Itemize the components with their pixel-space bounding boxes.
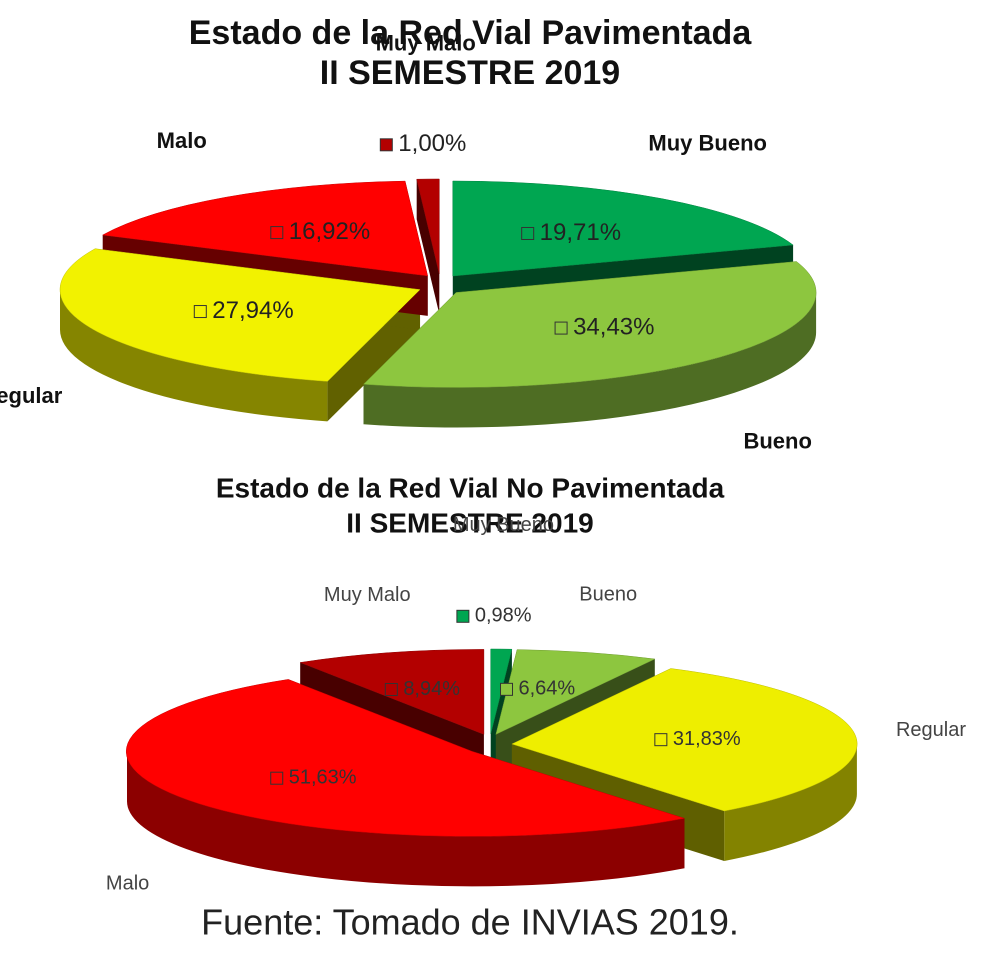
label-key	[270, 226, 284, 240]
chart-subtitle: II SEMESTRE 2019	[320, 54, 620, 92]
label-key	[500, 682, 514, 696]
value-label: 51,63%	[289, 766, 357, 788]
pie-slice	[416, 178, 440, 275]
chart-title: Estado de la Red Vial Pavimentada	[189, 14, 753, 52]
value-label: 8,94%	[403, 678, 460, 700]
slice-side	[126, 751, 685, 887]
label-key	[379, 138, 393, 152]
value-label: 31,83%	[673, 728, 741, 750]
pie-slice	[362, 261, 817, 388]
value-label: 0,98%	[475, 605, 532, 627]
category-label: Muy Malo	[376, 30, 476, 55]
pie-slice	[511, 668, 858, 812]
slice-side	[724, 744, 857, 861]
value-label: 6,64%	[519, 678, 576, 700]
chart-title: Estado de la Red Vial No Pavimentada	[216, 472, 725, 503]
category-label: Malo	[157, 128, 207, 153]
value-label: 1,00%	[398, 130, 466, 157]
label-key	[384, 683, 398, 697]
pie-slice	[59, 248, 421, 382]
category-label: Muy Malo	[324, 584, 411, 606]
pie-tops	[59, 178, 817, 388]
label-key	[554, 321, 568, 335]
value-label: 16,92%	[289, 218, 370, 245]
label-key	[193, 305, 207, 319]
pie-labels: 19,71% Muy Bueno 34,43% Bueno 27,94% Regular 1…	[0, 30, 812, 453]
pie-slice	[452, 180, 794, 277]
category-label: Muy Bueno	[453, 514, 554, 536]
slice-side	[363, 292, 817, 428]
pie-slice	[125, 679, 685, 837]
pie-slice	[495, 649, 656, 735]
pie-labels: 0,98% Muy Bueno 6,64% Bueno 31,83% Regular 51,…	[106, 514, 966, 895]
slice-side	[416, 179, 440, 315]
category-label: Muy Bueno	[648, 130, 767, 155]
label-key	[456, 609, 470, 623]
category-label: Regular	[0, 383, 63, 408]
value-label: 27,94%	[212, 297, 293, 324]
category-label: Bueno	[579, 583, 637, 605]
label-key	[270, 771, 284, 785]
value-label: 34,43%	[573, 313, 654, 340]
source-note: Fuente: Tomado de INVIAS 2019.	[201, 902, 739, 943]
label-key	[654, 733, 668, 747]
category-label: Malo	[106, 873, 149, 895]
pie-slice	[101, 180, 429, 277]
category-label: Bueno	[743, 428, 811, 453]
label-key	[521, 226, 535, 240]
value-label: 19,71%	[540, 219, 621, 246]
chart-subtitle: II SEMESTRE 2019	[346, 507, 593, 538]
category-label: Regular	[896, 719, 966, 741]
slice-side	[60, 289, 328, 422]
